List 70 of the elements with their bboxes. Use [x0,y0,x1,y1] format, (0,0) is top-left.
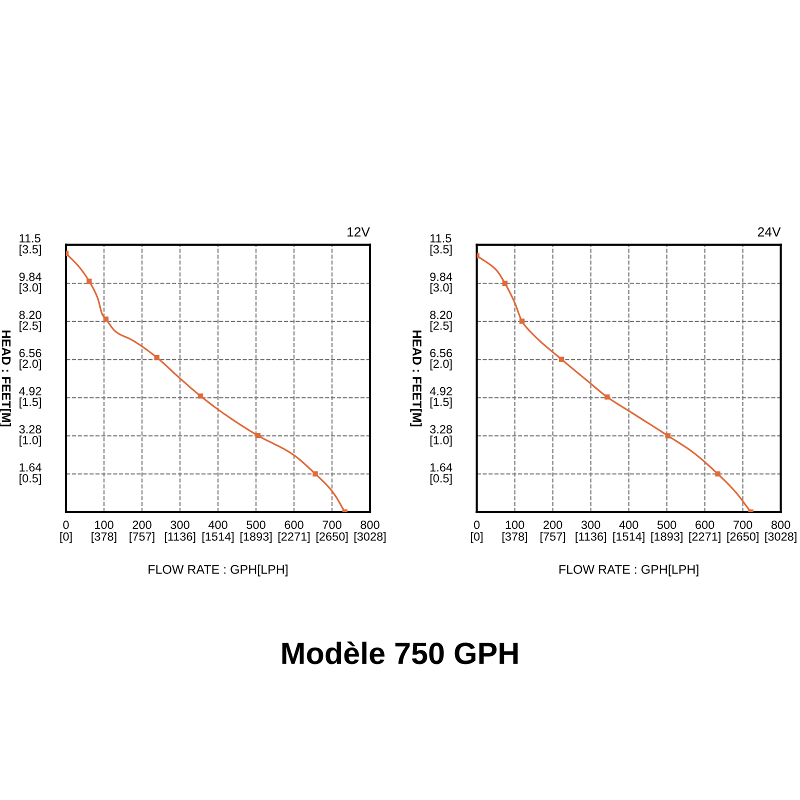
y2-tick-label: [3.5] [20,244,41,256]
y-tick-label: 4.92 [19,386,42,396]
x-tick-label: 300 [170,520,190,530]
y-tick-label: 1.64 [430,463,452,472]
x-tick-label: 200 [132,520,152,530]
x2-tick-label: [1893] [651,532,682,544]
y2-tick-label: [2.0] [430,359,452,370]
chart-title: 24V [758,227,781,236]
y2-tick-label: [2.5] [20,321,41,332]
x-tick-label: 500 [657,520,676,530]
x-tick-label: 100 [506,520,524,530]
x-tick-label: 0 [474,520,480,530]
x2-tick-label: [0] [471,532,483,544]
x-tick-label: 700 [734,520,752,530]
x-tick-label: 100 [95,520,114,530]
x2-tick-label: [0] [60,532,72,544]
x-tick-label: 600 [696,520,714,530]
y2-tick-label: [1.5] [20,397,41,408]
y2-tick-label: [1.0] [430,436,452,447]
y-tick-label: 8.20 [19,310,42,320]
y-tick-label: 3.28 [19,425,42,434]
y2-tick-label: [2.0] [20,359,41,370]
x-tick-label: 800 [360,520,380,530]
x2-tick-label: [3028] [354,532,386,544]
text: Modèle 750 GPH [282,641,518,664]
x2-tick-label: [1514] [613,532,644,544]
x-tick-label: 700 [322,520,342,530]
x2-tick-label: [378] [502,532,528,544]
x2-tick-label: [1893] [240,532,272,544]
x-tick-label: 400 [619,520,638,530]
x-tick-label: 200 [544,520,562,530]
y2-tick-label: [3.5] [430,244,452,256]
x-tick-label: 500 [246,520,266,530]
y-tick-label: 11.5 [430,234,452,242]
x2-tick-label: [1136] [576,532,606,544]
y-tick-label: 11.5 [20,234,40,242]
x-tick-label: 600 [284,520,304,530]
y-tick-label: 3.28 [430,425,452,434]
x2-tick-label: [3028] [765,532,796,544]
x2-tick-label: [757] [540,532,566,544]
y-tick-label: 9.84 [430,272,452,282]
x2-tick-label: [2650] [727,532,758,544]
x-tick-label: 0 [63,520,69,530]
x2-tick-label: [2271] [278,532,310,544]
y-tick-label: 4.92 [430,386,452,396]
y2-tick-label: [3.0] [430,282,452,294]
x-tick-label: 800 [771,520,790,530]
x2-tick-label: [1514] [202,532,234,544]
y-tick-label: 6.56 [19,348,42,358]
y2-tick-label: [0.5] [430,474,452,485]
y2-tick-label: [2.5] [430,321,452,332]
x-axis-title: FLOW RATE : GPH[LPH] [148,564,288,576]
y-tick-label: 1.64 [20,463,42,472]
x2-tick-label: [2271] [689,532,720,544]
y-tick-label: 8.20 [430,310,452,320]
y2-tick-label: [1.5] [430,397,452,408]
y2-tick-label: [3.0] [20,282,41,294]
y2-tick-label: [1.0] [20,436,41,447]
y-tick-label: 9.84 [19,272,42,282]
x-tick-label: 400 [208,520,228,530]
y-axis-title: HEAD : FEET[M] [410,330,422,426]
x2-tick-label: [1136] [164,532,196,544]
y2-tick-label: [0.5] [20,474,41,485]
x2-tick-label: [2650] [316,532,348,544]
chart-title: 12V [348,227,370,236]
x-tick-label: 300 [581,520,600,530]
x-axis-title: FLOW RATE : GPH[LPH] [559,564,698,576]
x2-tick-label: [757] [130,532,154,544]
x2-tick-label: [378] [92,532,116,544]
y-tick-label: 6.56 [430,348,452,358]
